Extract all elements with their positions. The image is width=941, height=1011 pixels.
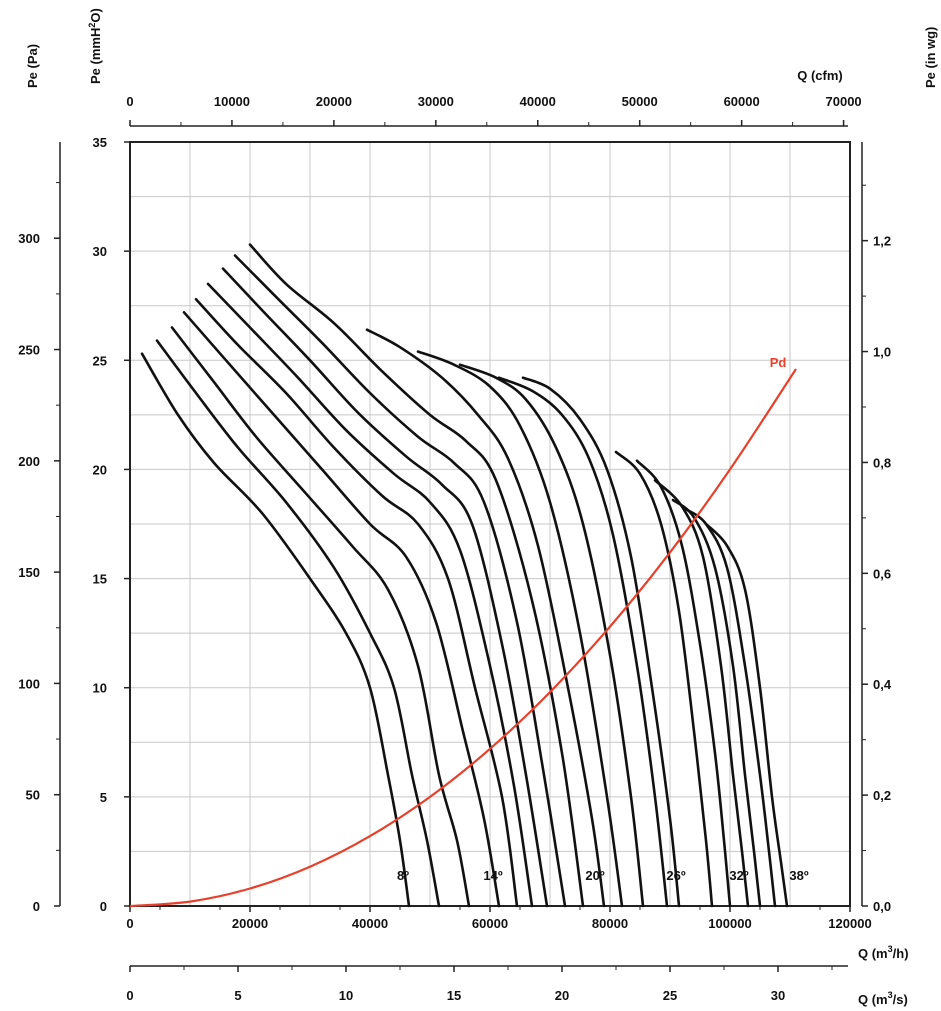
x-axis-title-m3s: Q (m3/s)	[858, 990, 908, 1007]
fan-curve	[365, 328, 606, 908]
tick-marks	[54, 120, 868, 972]
y-pa-tick-label: 50	[26, 788, 40, 803]
x-axis-title-cfm: Q (cfm)	[797, 68, 843, 83]
y-inwg-tick-label: 0,2	[873, 788, 891, 803]
curve-label: 38º	[789, 868, 808, 883]
y-axis-title-mmh2o: Pe (mmH2O)	[87, 8, 103, 84]
y-inwg-tick-label: 0,8	[873, 455, 891, 470]
y-mm-tick-label: 5	[100, 790, 107, 805]
fan-curve	[194, 297, 519, 908]
y-pa-tick-label: 100	[18, 676, 40, 691]
x-axis-title-main: Q (m	[858, 946, 888, 961]
y-inwg-tick-label: 1,0	[873, 345, 891, 360]
x-axis-m3s-title-end: /s)	[893, 992, 908, 1007]
x-cfm-tick-label: 0	[126, 94, 133, 109]
fan-curve	[233, 254, 567, 908]
curve-label: 32º	[729, 868, 748, 883]
y-mm-tick-label: 30	[93, 244, 107, 259]
y-axis-title-mm-main: Pe (mmH	[88, 28, 103, 84]
grid	[130, 142, 850, 906]
fan-curve	[671, 498, 762, 908]
y-mm-tick-label: 0	[100, 899, 107, 914]
x-m3s-tick-label: 0	[126, 988, 133, 1003]
fan-curve	[416, 350, 624, 908]
y-axis-title-inwg: Pe (in wg)	[923, 27, 938, 88]
x-cfm-tick-label: 70000	[826, 94, 862, 109]
fan-curve	[170, 326, 471, 908]
fan-curve	[521, 376, 681, 908]
y-inwg-tick-label: 0,6	[873, 566, 891, 581]
fan-curve	[614, 450, 714, 908]
y-mm-tick-label: 10	[93, 681, 107, 696]
pd-label: Pd	[770, 355, 787, 370]
x-tick-label: 120000	[828, 916, 871, 931]
x-cfm-tick-label: 30000	[418, 94, 454, 109]
fan-curve	[497, 376, 669, 908]
y-inwg-tick-label: 1,2	[873, 234, 891, 249]
x-axis-title-m3h: Q (m3/h)	[858, 944, 909, 961]
x-tick-label: 80000	[592, 916, 628, 931]
y-mm-tick-label: 25	[93, 353, 107, 368]
pd-curve-group	[129, 368, 797, 908]
curve-label: 14º	[483, 868, 502, 883]
x-m3s-tick-label: 5	[234, 988, 241, 1003]
x-tick-label: 60000	[472, 916, 508, 931]
x-cfm-tick-label: 20000	[316, 94, 352, 109]
x-cfm-tick-label: 60000	[724, 94, 760, 109]
y-axis-title-mm-end: O)	[88, 8, 103, 22]
y-mm-tick-label: 35	[93, 135, 107, 150]
x-tick-label: 0	[126, 916, 133, 931]
y-pa-tick-label: 150	[18, 565, 40, 580]
y-axis-title-pa: Pe (Pa)	[25, 44, 40, 88]
y-pa-tick-label: 300	[18, 231, 40, 246]
fan-curve	[704, 522, 789, 908]
x-axis-title-end: /h)	[893, 946, 909, 961]
pd-curve	[129, 368, 797, 908]
x-cfm-tick-label: 10000	[214, 94, 250, 109]
y-pa-tick-label: 250	[18, 343, 40, 358]
y-pa-tick-label: 200	[18, 454, 40, 469]
x-m3s-tick-label: 10	[339, 988, 353, 1003]
x-m3s-tick-label: 25	[663, 988, 677, 1003]
x-m3s-tick-label: 30	[771, 988, 785, 1003]
x-axis-m3s-title-sup: 3	[888, 990, 893, 1000]
curve-label: 26º	[666, 868, 685, 883]
y-inwg-tick-label: 0,0	[873, 899, 891, 914]
fan-curve	[140, 352, 411, 908]
x-axis-m3s-title-main: Q (m	[858, 992, 888, 1007]
x-tick-label: 100000	[708, 916, 751, 931]
x-m3s-tick-label: 20	[555, 988, 569, 1003]
y-mm-tick-label: 15	[93, 572, 107, 587]
fan-curve	[155, 339, 441, 908]
fan-curves	[140, 243, 789, 908]
fan-curve	[458, 363, 645, 908]
y-inwg-tick-label: 0,4	[873, 677, 892, 692]
fan-curve	[248, 243, 585, 908]
y-pa-tick-label: 0	[33, 899, 40, 914]
x-axis-title-sup: 3	[888, 944, 893, 954]
fan-curve	[635, 459, 732, 908]
curve-label: 20º	[585, 868, 604, 883]
x-tick-label: 40000	[352, 916, 388, 931]
x-m3s-tick-label: 15	[447, 988, 461, 1003]
fan-curve	[221, 267, 549, 908]
x-cfm-tick-label: 40000	[520, 94, 556, 109]
y-axis-title-mm-sup: 2	[87, 23, 97, 28]
y-mm-tick-label: 20	[93, 462, 107, 477]
fan-curve	[182, 311, 501, 908]
curve-label: 8º	[397, 868, 409, 883]
fan-curve	[206, 282, 534, 908]
fan-curve	[653, 479, 750, 908]
x-tick-label: 20000	[232, 916, 268, 931]
x-cfm-tick-label: 50000	[622, 94, 658, 109]
